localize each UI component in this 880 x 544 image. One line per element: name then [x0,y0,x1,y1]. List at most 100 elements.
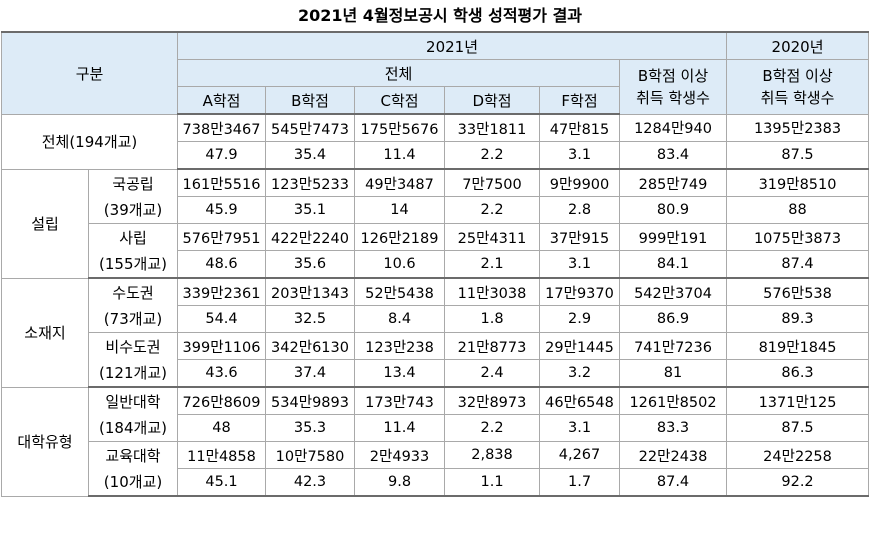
cell: 49만3487 [354,168,446,197]
cell: 29만1445 [539,332,621,360]
cell: 83.3 [619,414,728,442]
header-row-1: 구분 2021년 2020년 [0,31,870,115]
cell: 52만5438 [354,277,446,306]
cell: 2만4933 [354,441,446,469]
cell: 1284만940 [619,113,728,142]
cell: 9.8 [354,468,446,497]
cell: 48 [177,414,267,442]
cell: 1.7 [539,468,621,497]
b-above-2020-line1: B학점 이상 [762,66,833,85]
cell: 738만3467 [177,113,267,142]
cell: 542만3704 [619,277,728,306]
table-row: 전체(194개교) 738만3467 545만7473 175만5676 33만… [0,113,870,170]
cell: 10.6 [354,250,446,279]
cell: 126만2189 [354,223,446,251]
univ-type-label: 대학유형 [1,386,89,497]
cell: 3.1 [539,250,621,279]
table-row: (184개교) 48 35.3 11.4 2.2 3.1 83.3 87.5 [2,414,870,442]
cell: 89.3 [726,305,870,333]
grade-f-header: F학점 [539,86,621,115]
cell: 726만8609 [177,386,267,415]
cell: 17만9370 [539,277,621,306]
table-row: 소재지 수도권 339만2361 203만1343 52만5438 11만303… [1,277,870,388]
cell: 25만4311 [444,223,541,251]
cell: 1.1 [444,468,541,497]
cell: 83.4 [619,141,728,170]
cell: 11만3038 [444,277,541,306]
cell: 2.2 [444,196,541,224]
cell: 4,267 [539,441,621,469]
cell: 741만7236 [619,332,728,360]
private-name: 사립 [87,223,179,251]
cell: 86.9 [619,305,728,333]
cell: 47.9 [177,141,267,170]
b-above-2021-line1: B학점 이상 [637,66,709,85]
cell: 9만9900 [539,168,621,197]
cell: 7만7500 [444,168,541,197]
cell: 32만8973 [444,386,541,415]
cell: 11만4858 [177,441,267,469]
cell: 576만7951 [177,223,267,251]
cell: 2.4 [444,359,541,388]
table-row: 비수도권 399만1106 342만6130 123만238 21만8773 2… [2,332,870,360]
b-above-2021-line2: 취득 학생수 [636,88,710,107]
cell: 87.4 [619,468,728,497]
cell: 37만915 [539,223,621,251]
national-name: 국공립 [87,168,179,197]
grade-c-header: C학점 [354,86,446,115]
cell: 87.5 [726,141,870,170]
capital-schools: (73개교) [87,305,179,333]
non-capital-schools: (121개교) [87,359,179,388]
cell: 13.4 [354,359,446,388]
b-above-2020-header: B학점 이상 취득 학생수 [726,59,870,115]
cell: 3.2 [539,359,621,388]
cell: 2,838 [444,441,541,469]
cell: 92.2 [726,468,870,497]
b-above-2020-line2: 취득 학생수 [760,88,835,107]
table-row: (10개교) 45.1 42.3 9.8 1.1 1.7 87.4 92.2 [2,468,870,497]
cell: 534만9893 [265,386,356,415]
cell: 3.1 [539,141,621,170]
cell: 43.6 [177,359,267,388]
cell: 87.5 [726,414,870,442]
cell: 123만238 [354,332,446,360]
cell: 399만1106 [177,332,267,360]
cell: 819만1845 [726,332,870,360]
cell: 24만2258 [726,441,870,469]
cell: 86.3 [726,359,870,388]
general-univ-schools: (184개교) [87,414,179,442]
cell: 175만5676 [354,113,446,142]
national-schools: (39개교) [87,196,179,224]
cell: 35.3 [265,414,356,442]
cell: 87.4 [726,250,870,279]
page-title: 2021년 4월정보공시 학생 성적평가 결과 [297,6,583,25]
table-row: (39개교) 45.9 35.1 14 2.2 2.8 80.9 88 [2,196,870,224]
education-univ-schools: (10개교) [87,468,179,497]
cell: 54.4 [177,305,267,333]
header-row-3: A학점 B학점 C학점 D학점 F학점 [2,86,869,115]
cell: 8.4 [354,305,446,333]
cell: 88 [726,196,870,224]
grade-b-header: B학점 [265,86,356,115]
cell: 203만1343 [265,277,356,306]
cell: 576만538 [726,277,870,306]
cell: 14 [354,196,446,224]
cell: 33만1811 [444,113,541,142]
table-row: 교육대학 11만4858 10만7580 2만4933 2,838 4,267 … [2,441,870,469]
establishment-label: 설립 [1,168,89,279]
table-row: 대학유형 일반대학 726만8609 534만9893 173만743 32만8… [1,386,870,497]
cell: 35.6 [265,250,356,279]
table-row: (155개교) 48.6 35.6 10.6 2.1 3.1 84.1 87.4 [2,250,870,279]
cell: 342만6130 [265,332,356,360]
cell: 339만2361 [177,277,267,306]
cell: 2.2 [444,414,541,442]
cell: 545만7473 [265,113,356,142]
non-capital-name: 비수도권 [87,332,179,360]
cell: 1261만8502 [619,386,728,415]
cell: 123만5233 [265,168,356,197]
header-row-2: 전체 B학점 이상 취득 학생수 B학점 이상 취득 학생수 [2,59,870,115]
cell: 2.2 [444,141,541,170]
cell: 21만8773 [444,332,541,360]
grade-d-header: D학점 [444,86,541,115]
cell: 10만7580 [265,441,356,469]
